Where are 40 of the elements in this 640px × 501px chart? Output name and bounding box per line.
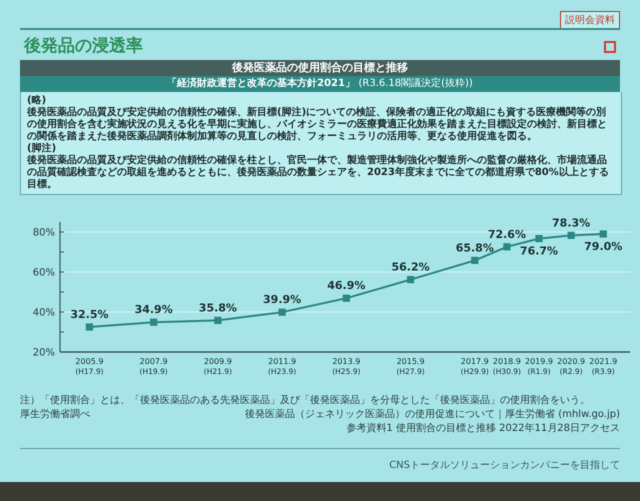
- data-label: 32.5%: [70, 308, 109, 321]
- data-label: 79.0%: [584, 240, 622, 253]
- text: 後発医薬品の品質及び安定供給の信頼性の確保、新目標(脚注)についての検証、保険者の適正化の取組にも資する医療機関等の別の使用割合を含む実施状況の見える化を早期に実施し、バイオシミラーの医療費適正化効果を踏まえた目標設定の検討、新目標との関係を踏まえた後発医薬品調剤体制加算等の見直しの検討、フォーミュラリの活用等、更なる使用促進を図る。: [27, 107, 608, 142]
- data-label: 56.2%: [391, 260, 430, 274]
- point: [86, 323, 94, 331]
- point: [471, 256, 478, 264]
- text: 厚生労働省調べ: [20, 409, 90, 421]
- text: (脚注): [27, 143, 58, 154]
- point: [406, 276, 414, 284]
- data-label: 35.8%: [198, 301, 237, 314]
- text: (略): [27, 95, 48, 106]
- data-label: 65.8%: [456, 241, 494, 254]
- point: [278, 308, 286, 316]
- data-label: 72.6%: [488, 228, 526, 241]
- point: [503, 243, 510, 250]
- text: 参考資料1 使用割合の目標と推移 2022年11月28日アクセス: [346, 423, 620, 435]
- point: [568, 232, 575, 239]
- text: 説明会資料: [560, 11, 620, 29]
- text: 「経済財政運営と改革の基本方針2021」: [167, 78, 355, 89]
- text: CNSトータルソリューションカンパニーを目指して: [389, 460, 620, 472]
- data-label: 78.3%: [552, 216, 590, 230]
- point: [600, 230, 607, 238]
- chart-subtitle: 後発医薬品の使用割合の目標と推移: [20, 60, 620, 76]
- text: 注）「使用割合」とは、「後発医薬品のある先発医薬品」及び「後発医薬品」を分母とした「後発医薬品」の使用割合をいう。: [20, 395, 591, 407]
- point: [535, 235, 543, 242]
- text: (R3.6.18閣議決定(抜粋)): [358, 78, 473, 89]
- chart-title: 後発品の浸透率: [24, 35, 143, 57]
- y-tick-label: 40%: [32, 308, 55, 318]
- point: [342, 294, 350, 302]
- point: [150, 318, 158, 326]
- point: [214, 316, 222, 324]
- text: 後発医薬品（ジェネリック医薬品）の使用促進について｜厚生労働省 (mhlw.go.jp): [245, 409, 620, 421]
- data-label: 34.9%: [134, 303, 173, 316]
- data-label: 46.9%: [327, 279, 366, 292]
- text: 後発医薬品の品質及び安定供給の信頼性の確保を柱とし、官民一体で、製造管理体制強化や製造所への監督の厳格化、市場流通品の品質確認検査などの取組を進めるとともに、後発医薬品の数量シェアを、2023年度末までに全ての都道府県で80%以上とする目標。: [27, 155, 610, 191]
- data-label: 76.7%: [520, 244, 558, 258]
- y-tick-label: 60%: [32, 268, 55, 278]
- y-tick-label: 20%: [32, 348, 55, 358]
- y-tick-label: 80%: [32, 228, 55, 238]
- data-label: 39.9%: [263, 293, 302, 306]
